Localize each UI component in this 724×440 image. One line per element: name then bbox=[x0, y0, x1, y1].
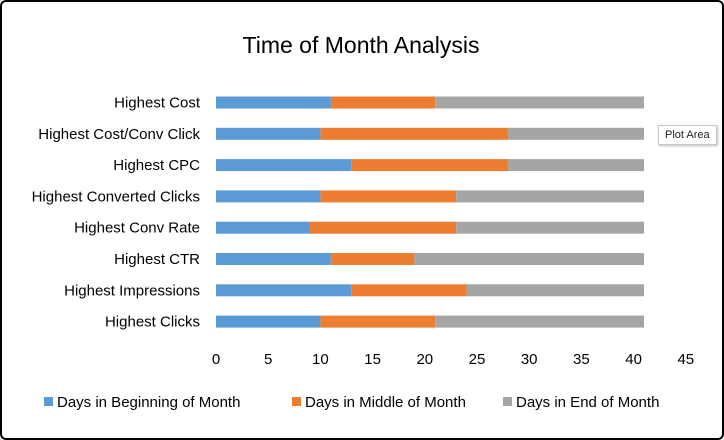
bar-segment-3-row-1[interactable] bbox=[435, 96, 645, 109]
bar-segment-3-row-2[interactable] bbox=[508, 127, 645, 140]
bar-segment-1-row-4[interactable] bbox=[216, 190, 321, 203]
chart-title: Time of Month Analysis bbox=[243, 32, 480, 58]
legend-swatch bbox=[44, 397, 53, 406]
category-label: Highest Converted Clicks bbox=[32, 188, 200, 205]
x-tick-label: 25 bbox=[469, 351, 486, 368]
bar-segment-1-row-7[interactable] bbox=[216, 284, 352, 297]
x-tick-label: 0 bbox=[212, 351, 220, 368]
bar-segment-3-row-7[interactable] bbox=[466, 284, 645, 297]
bar-segment-2-row-2[interactable] bbox=[320, 127, 509, 140]
x-tick-label: 10 bbox=[312, 351, 329, 368]
bar-segment-1-row-1[interactable] bbox=[216, 96, 331, 109]
bar-segment-2-row-1[interactable] bbox=[330, 96, 436, 109]
bar-segment-3-row-8[interactable] bbox=[435, 315, 645, 328]
category-label: Highest Cost/Conv Click bbox=[38, 126, 200, 143]
bar-segment-1-row-3[interactable] bbox=[216, 159, 352, 172]
category-label: Highest Impressions bbox=[64, 282, 200, 299]
category-labels: Highest Cost Highest Cost/Conv Click Highe… bbox=[32, 95, 201, 331]
bar-segment-3-row-6[interactable] bbox=[414, 253, 645, 265]
x-tick-label: 35 bbox=[573, 351, 590, 368]
legend-label: Days in Middle of Month bbox=[305, 394, 466, 411]
category-label: Highest Clicks bbox=[105, 314, 200, 331]
bar-segment-1-row-5[interactable] bbox=[216, 221, 310, 234]
bar-segment-2-row-8[interactable] bbox=[320, 315, 436, 328]
x-axis-tick-labels: 0 5 10 15 20 25 30 35 40 45 bbox=[212, 351, 694, 368]
x-tick-label: 40 bbox=[625, 351, 642, 368]
category-label: Highest Cost bbox=[114, 95, 201, 112]
x-tick-label: 45 bbox=[677, 351, 694, 368]
plot-area[interactable] bbox=[216, 96, 645, 328]
bar-segment-2-row-7[interactable] bbox=[351, 284, 467, 297]
x-tick-label: 15 bbox=[364, 351, 381, 368]
bar-segment-1-row-2[interactable] bbox=[216, 127, 321, 140]
category-label: Highest Conv Rate bbox=[74, 220, 200, 237]
legend-label: Days in End of Month bbox=[516, 394, 659, 411]
bar-segment-2-row-6[interactable] bbox=[330, 253, 415, 265]
x-tick-label: 30 bbox=[521, 351, 538, 368]
bar-segment-1-row-8[interactable] bbox=[216, 315, 321, 328]
legend[interactable]: Days in Beginning of Month Days in Middle… bbox=[44, 394, 659, 411]
bar-segment-3-row-3[interactable] bbox=[508, 159, 645, 172]
category-label: Highest CPC bbox=[113, 157, 200, 174]
bar-segment-2-row-4[interactable] bbox=[320, 190, 457, 203]
bar-segment-2-row-5[interactable] bbox=[309, 221, 457, 234]
x-tick-label: 5 bbox=[264, 351, 272, 368]
legend-swatch bbox=[292, 397, 301, 406]
bar-segment-3-row-4[interactable] bbox=[456, 190, 645, 203]
legend-label: Days in Beginning of Month bbox=[57, 394, 240, 411]
bar-segment-3-row-5[interactable] bbox=[456, 221, 645, 234]
bar-segment-2-row-3[interactable] bbox=[351, 159, 509, 172]
category-label: Highest CTR bbox=[114, 251, 200, 268]
plot-area-tooltip: Plot Area bbox=[658, 125, 717, 145]
bar-segment-1-row-6[interactable] bbox=[216, 253, 331, 265]
legend-swatch bbox=[503, 397, 512, 406]
x-tick-label: 20 bbox=[416, 351, 433, 368]
